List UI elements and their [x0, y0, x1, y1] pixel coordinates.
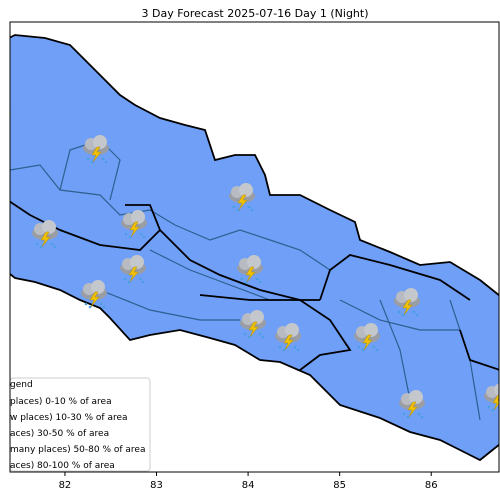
legend-entry: aces) 80-100 % of area [10, 461, 115, 471]
storm-icon [10, 99, 12, 129]
nepal-region [10, 34, 499, 462]
x-tick-label: 82 [59, 480, 72, 491]
map-title: 3 Day Forecast 2025-07-16 Day 1 (Night) [141, 7, 368, 20]
x-tick-label: 84 [242, 480, 255, 491]
legend-entry: many places) 50-80 % of area [10, 445, 145, 455]
map-area: gend places) 0-10 % of area w places) 10-… [10, 34, 499, 472]
x-tick-label: 86 [425, 480, 438, 491]
x-tick-label: 83 [150, 480, 163, 491]
legend-entry: places) 0-10 % of area [10, 397, 112, 407]
map-frame [9, 21, 500, 473]
legend-entries: places) 0-10 % of area w places) 10-30 % … [10, 397, 145, 471]
legend-entry: w places) 10-30 % of area [10, 413, 128, 423]
x-axis: 82 83 84 85 86 [59, 472, 438, 491]
district-lines [10, 139, 481, 421]
province-lines [10, 200, 499, 371]
x-tick-label: 85 [333, 480, 346, 491]
legend-entry: aces) 30-50 % of area [10, 429, 109, 439]
legend-title: gend [10, 380, 33, 390]
legend-box [10, 377, 151, 472]
